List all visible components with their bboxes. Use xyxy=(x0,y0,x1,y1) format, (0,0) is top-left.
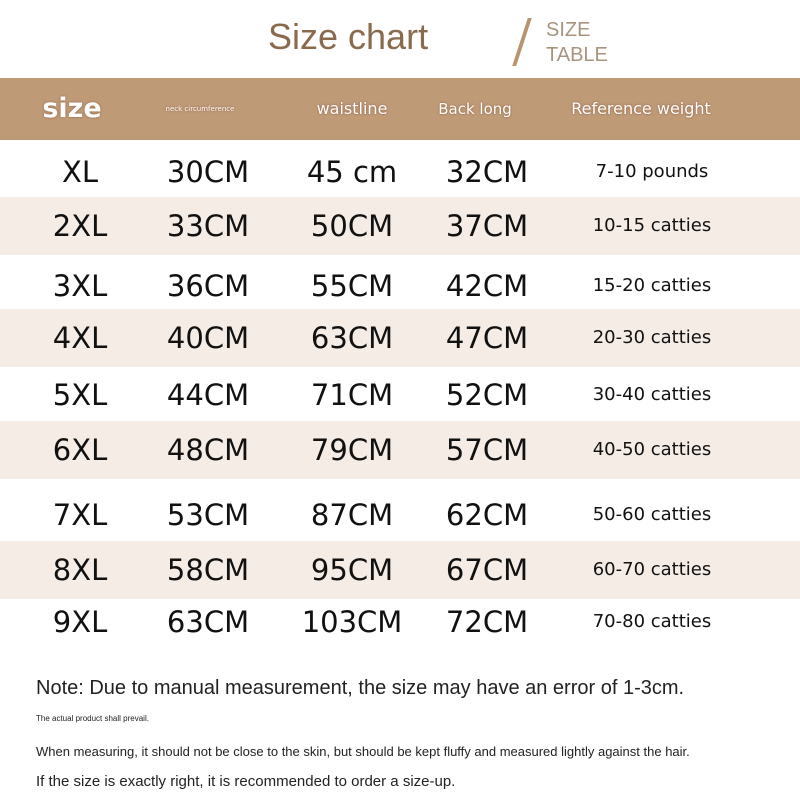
note-size-up: If the size is exactly right, it is reco… xyxy=(36,773,456,790)
table-row: 8XL 58CM 95CM 67CM 60-70 catties xyxy=(0,541,800,599)
cell-waistline: 79CM xyxy=(310,433,394,467)
cell-size: 3XL xyxy=(52,269,108,303)
table-row: 7XL 53CM 87CM 62CM 50-60 catties xyxy=(0,486,800,544)
cell-neck: 33CM xyxy=(166,209,250,243)
table-row: 3XL 36CM 55CM 42CM 15-20 catties xyxy=(0,257,800,315)
cell-back-long: 47CM xyxy=(445,321,529,355)
table-row: 4XL 40CM 63CM 47CM 20-30 catties xyxy=(0,309,800,367)
header-size: size xyxy=(42,93,102,124)
table-row: 6XL 48CM 79CM 57CM 40-50 catties xyxy=(0,421,800,479)
subtitle: SIZE TABLE xyxy=(546,18,608,68)
note-actual-product: The actual product shall prevail. xyxy=(36,714,149,723)
cell-size: 2XL xyxy=(52,209,108,243)
header-back-long: Back long xyxy=(438,100,512,118)
cell-neck: 44CM xyxy=(166,378,250,412)
header-neck: neck circumference xyxy=(165,105,235,113)
cell-weight: 60-70 catties xyxy=(592,559,712,580)
cell-waistline: 103CM xyxy=(301,605,403,639)
cell-back-long: 57CM xyxy=(445,433,529,467)
cell-weight: 70-80 catties xyxy=(592,611,712,632)
cell-waistline: 71CM xyxy=(310,378,394,412)
cell-neck: 30CM xyxy=(166,155,250,189)
cell-neck: 48CM xyxy=(166,433,250,467)
slash-divider xyxy=(512,18,532,66)
cell-weight: 15-20 catties xyxy=(592,275,712,296)
cell-weight: 50-60 catties xyxy=(592,504,712,525)
cell-size: 9XL xyxy=(52,605,108,639)
cell-size: 6XL xyxy=(52,433,108,467)
cell-neck: 53CM xyxy=(166,498,250,532)
table-row: 5XL 44CM 71CM 52CM 30-40 catties xyxy=(0,366,800,424)
cell-weight: 10-15 catties xyxy=(592,215,712,236)
cell-back-long: 37CM xyxy=(445,209,529,243)
cell-waistline: 63CM xyxy=(310,321,394,355)
cell-back-long: 42CM xyxy=(445,269,529,303)
cell-waistline: 55CM xyxy=(310,269,394,303)
cell-weight: 40-50 catties xyxy=(592,439,712,460)
cell-waistline: 95CM xyxy=(310,553,394,587)
subtitle-line-2: TABLE xyxy=(546,44,608,66)
cell-size: 8XL xyxy=(52,553,108,587)
note-measuring: When measuring, it should not be close t… xyxy=(36,744,690,759)
cell-back-long: 72CM xyxy=(445,605,529,639)
cell-waistline: 50CM xyxy=(310,209,394,243)
note-error: Note: Due to manual measurement, the siz… xyxy=(36,677,685,699)
cell-weight: 20-30 catties xyxy=(592,327,712,348)
header-waistline: waistline xyxy=(316,99,388,118)
header-reference-weight: Reference weight xyxy=(571,99,711,118)
cell-weight: 30-40 catties xyxy=(592,384,712,405)
cell-weight: 7-10 pounds xyxy=(595,161,709,182)
cell-neck: 36CM xyxy=(166,269,250,303)
cell-back-long: 67CM xyxy=(445,553,529,587)
cell-size: XL xyxy=(61,155,99,189)
cell-neck: 40CM xyxy=(166,321,250,355)
cell-neck: 63CM xyxy=(166,605,250,639)
table-row: 2XL 33CM 50CM 37CM 10-15 catties xyxy=(0,197,800,255)
cell-waistline: 87CM xyxy=(310,498,394,532)
cell-size: 7XL xyxy=(52,498,108,532)
cell-size: 5XL xyxy=(52,378,108,412)
cell-back-long: 32CM xyxy=(445,155,529,189)
cell-back-long: 52CM xyxy=(445,378,529,412)
cell-neck: 58CM xyxy=(166,553,250,587)
cell-waistline: 45 cm xyxy=(306,155,398,189)
table-row: 9XL 63CM 103CM 72CM 70-80 catties xyxy=(0,593,800,651)
subtitle-line-1: SIZE xyxy=(546,19,591,41)
cell-back-long: 62CM xyxy=(445,498,529,532)
table-row: XL 30CM 45 cm 32CM 7-10 pounds xyxy=(0,143,800,201)
cell-size: 4XL xyxy=(52,321,108,355)
page-title: Size chart xyxy=(268,16,429,57)
table-header: size neck circumference waistline Back l… xyxy=(0,78,800,140)
